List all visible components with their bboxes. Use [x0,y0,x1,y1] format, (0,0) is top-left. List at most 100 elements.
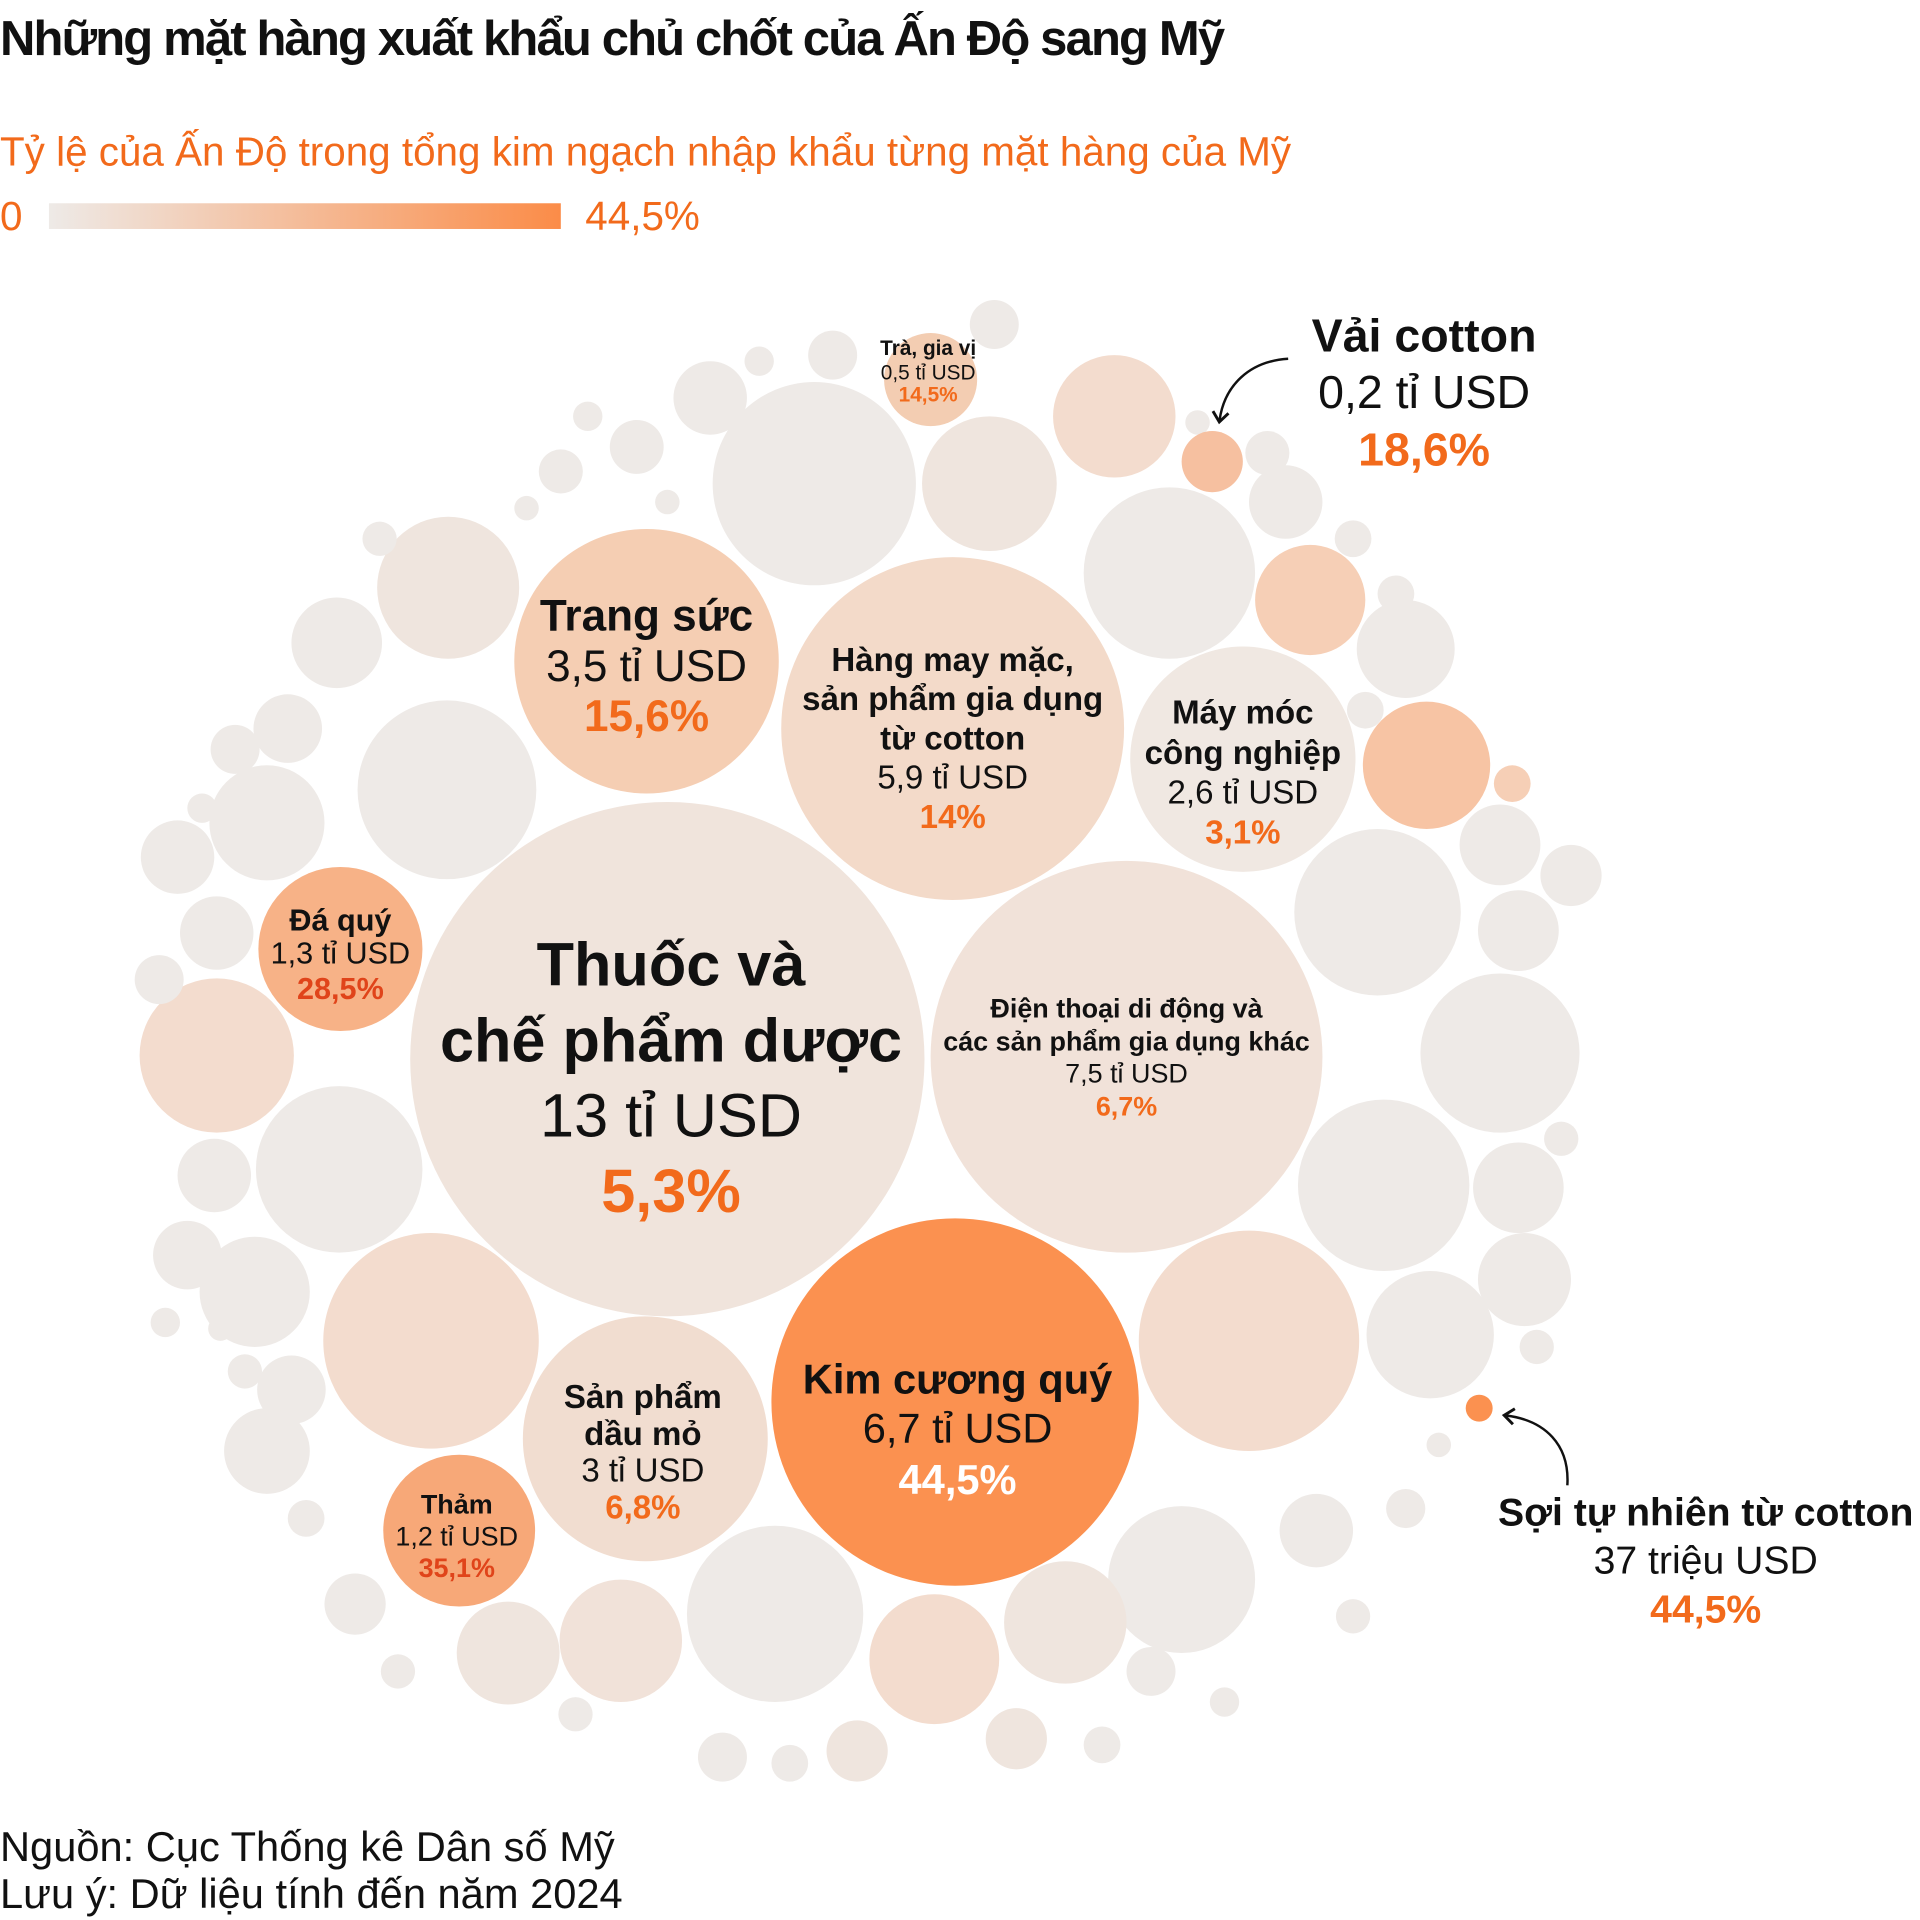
bubble [1255,544,1366,656]
bubble-share: 15,6% [584,692,709,741]
chart-title: Những mặt hàng xuất khẩu chủ chốt của Ấn… [0,12,1225,66]
bubble-value: 6,7 tỉ USD [863,1404,1053,1451]
bubble [1181,431,1243,493]
bubble [1477,1233,1572,1327]
arrow-soi-tu-nhien [1501,1407,1569,1486]
bubble [134,955,184,1005]
bubble [177,1138,252,1213]
bubble [1465,1394,1493,1422]
bubble [287,1500,325,1537]
bubble-share: 6,7% [1096,1092,1157,1122]
bubble-share: 44,5% [1650,1588,1761,1631]
bubble-name: Kim cương quý [803,1355,1113,1402]
bubble [697,1732,747,1782]
bubble [1209,1687,1240,1717]
bubble [1335,1599,1371,1634]
bubble-name: Trang sức [540,592,753,641]
bubble-value: 2,6 tỉ USD [1168,774,1319,811]
bubble [771,1218,1139,1586]
bubble [522,1316,768,1562]
bubble [1540,844,1602,907]
bubble-value: 1,2 tỉ USD [395,1521,518,1551]
bubble-name: từ cotton [880,720,1025,757]
bubble [180,896,254,970]
bubble [255,1086,423,1253]
bubble [323,1233,539,1449]
bubble [227,1354,263,1389]
bubble [380,1654,416,1689]
bubble [1493,765,1531,803]
bubble-name: Hàng may mặc, [831,642,1073,679]
bubble [781,557,1125,900]
bubble [1185,410,1210,435]
bubble [224,1408,310,1494]
bubble-name: Máy móc [1172,695,1313,732]
bubble-share: 6,8% [605,1489,680,1526]
bubble-name: Điện thoại di động và [990,994,1263,1024]
bubble-share: 28,5% [297,972,384,1006]
bubble [1356,600,1455,698]
bubble-name: chế phẩm dược [440,1007,902,1075]
bubble-name: Vải cotton [1312,309,1537,361]
footer-source: Nguồn: Cục Thống kê Dân số Mỹ [0,1823,615,1870]
bubble [1126,1646,1176,1696]
bubble [383,1454,536,1607]
bubble-share: 5,3% [601,1157,741,1225]
bubble [362,521,397,556]
bubble [208,1316,233,1341]
bubble [744,346,774,376]
bubble [558,1697,593,1732]
bubble [1366,1271,1494,1399]
bubble [609,420,664,474]
bubble [930,860,1323,1253]
bubble [357,700,537,880]
bubble [377,516,520,659]
bubble-value: 0,5 tỉ USD [881,362,976,385]
bubble [514,495,539,521]
bubble [869,1594,1000,1725]
bubble [1426,1432,1452,1458]
bubble [573,401,603,432]
bubble [253,694,323,763]
bubble-name: Sợi tự nhiên từ cotton [1498,1492,1913,1535]
bubble [985,1708,1047,1770]
bubble-value: 1,3 tỉ USD [271,937,411,971]
bubble [1477,890,1559,972]
bubble [969,300,1019,349]
bubble [1083,487,1256,659]
bubble-value: 7,5 tỉ USD [1065,1058,1188,1088]
bubble [139,978,294,1133]
legend-max-label: 44,5% [585,193,700,239]
bubble [1420,973,1580,1133]
bubble-name: Đá quý [289,904,391,938]
bubble-share: 14% [920,799,986,836]
bubble [1544,1121,1579,1156]
bubble [324,1573,386,1635]
bubble-value: 3,5 tỉ USD [546,642,747,691]
bubble [1245,431,1290,476]
bubble [1004,1561,1127,1684]
bubble-name: dầu mỏ [584,1416,702,1453]
bubble [771,1744,809,1782]
bubble [673,361,747,435]
bubble-name: Thuốc và [537,931,807,999]
bubble-name: Thảm [421,1489,493,1519]
bubble [826,1720,888,1782]
bubble-name: Trà, gia vị [880,337,976,360]
legend-min-label: 0 [0,193,22,239]
bubble [1459,804,1541,886]
bubble [1248,465,1323,539]
bubble [1130,646,1356,872]
bubble [140,820,215,894]
bubble-share: 44,5% [899,1456,1017,1503]
bubble [209,765,325,881]
